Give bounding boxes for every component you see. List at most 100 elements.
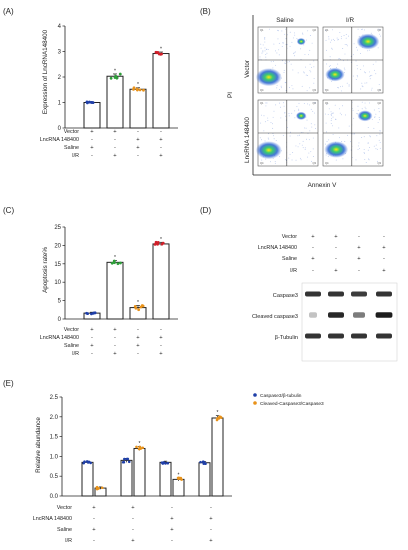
flow-event [369, 136, 371, 138]
condition-sign: - [93, 516, 95, 522]
flow-event [275, 104, 277, 106]
flow-event [378, 108, 380, 109]
bar [81, 461, 94, 497]
flow-event [273, 135, 274, 137]
flow-event [267, 119, 269, 121]
flow-event [364, 82, 366, 84]
condition-sign: - [383, 234, 385, 240]
condition-label: LncRNA 148400 [258, 245, 297, 251]
panel-c-bar-chart: Apoptosis rate% 0 5 10 15 20 25 * * * Vector + + - - L… [40, 225, 178, 357]
flow-event [305, 66, 307, 68]
flow-event [352, 75, 354, 77]
condition-label: I/R [65, 538, 72, 544]
flow-population [296, 37, 306, 46]
flow-event [378, 116, 380, 118]
condition-sign: - [137, 129, 139, 135]
flow-event [356, 68, 358, 70]
condition-sign: - [132, 527, 134, 533]
flow-event [292, 88, 294, 90]
flow-event [367, 127, 369, 128]
flow-event [364, 158, 366, 160]
panel-b-flow-cytometry: Saline I/R Vector LncRNA 148400 PI Annex… [227, 15, 391, 189]
flow-event [266, 102, 268, 104]
flow-event [345, 37, 347, 39]
flow-population [255, 141, 282, 160]
flow-event [375, 73, 377, 75]
flow-event [369, 135, 371, 137]
flow-event [346, 45, 348, 47]
flow-event [268, 28, 270, 30]
flow-event [264, 140, 266, 142]
flow-event [355, 46, 357, 48]
flow-event [344, 44, 346, 45]
flow-event [293, 53, 295, 54]
blot-band [351, 333, 367, 339]
flow-event [313, 82, 315, 84]
y-tick-label: 1 [58, 101, 62, 107]
flow-event [299, 134, 300, 136]
condition-sign: - [137, 327, 139, 333]
flow-event [326, 63, 328, 65]
flow-event [311, 160, 312, 162]
flow-event [368, 159, 370, 161]
replicate-dot [141, 304, 145, 308]
flow-event [295, 145, 297, 147]
flow-event [378, 139, 380, 141]
flow-event [298, 109, 300, 111]
flow-event [283, 70, 285, 72]
flow-event [341, 90, 342, 92]
bar [211, 417, 224, 497]
flow-event [285, 82, 287, 84]
flow-event [376, 148, 378, 150]
flow-event [346, 44, 348, 45]
condition-sign: - [114, 137, 116, 143]
blot-band [375, 312, 393, 318]
replicate-dot [116, 262, 120, 266]
flow-event [368, 102, 370, 104]
significance-star: * [217, 410, 219, 416]
condition-label: I/R [72, 153, 79, 159]
panel-label-e: (E) [3, 379, 14, 388]
replicate-dot [166, 461, 170, 465]
flow-event [278, 89, 280, 91]
flow-event [290, 63, 292, 65]
y-tick-label: 4 [58, 24, 62, 30]
flow-event [313, 60, 315, 62]
flow-event [358, 142, 360, 144]
blot-band [328, 333, 344, 339]
flow-event [337, 63, 339, 65]
condition-label: Vector [57, 505, 72, 511]
flow-event [324, 113, 326, 115]
flow-event [344, 69, 346, 71]
flow-event [297, 135, 299, 137]
flow-event [312, 137, 314, 139]
y-tick-label: 1.5 [50, 435, 59, 441]
flow-event [284, 62, 286, 64]
flow-event [314, 112, 316, 114]
flow-row-title-lncrna: LncRNA 148400 [244, 117, 251, 163]
condition-sign: + [357, 245, 361, 251]
replicate-dot [161, 462, 165, 465]
flow-event [373, 127, 375, 129]
flow-event [272, 67, 274, 69]
y-tick-label: 2.0 [50, 415, 59, 421]
legend-marker-caspase3 [253, 393, 257, 397]
condition-sign: + [159, 351, 163, 357]
condition-sign: + [90, 145, 94, 151]
flow-event [378, 83, 380, 85]
condition-sign: - [160, 327, 162, 333]
flow-event [365, 72, 367, 74]
flow-event [310, 123, 312, 125]
flow-event [371, 118, 373, 120]
condition-sign: + [209, 516, 213, 522]
replicate-dot [201, 460, 205, 464]
flow-event [379, 33, 380, 35]
condition-sign: + [113, 327, 117, 333]
flow-event [344, 53, 346, 55]
flow-event [311, 66, 312, 68]
flow-event [293, 52, 295, 54]
blot-band [353, 312, 365, 318]
flow-event [362, 28, 363, 30]
flow-event [365, 108, 367, 110]
